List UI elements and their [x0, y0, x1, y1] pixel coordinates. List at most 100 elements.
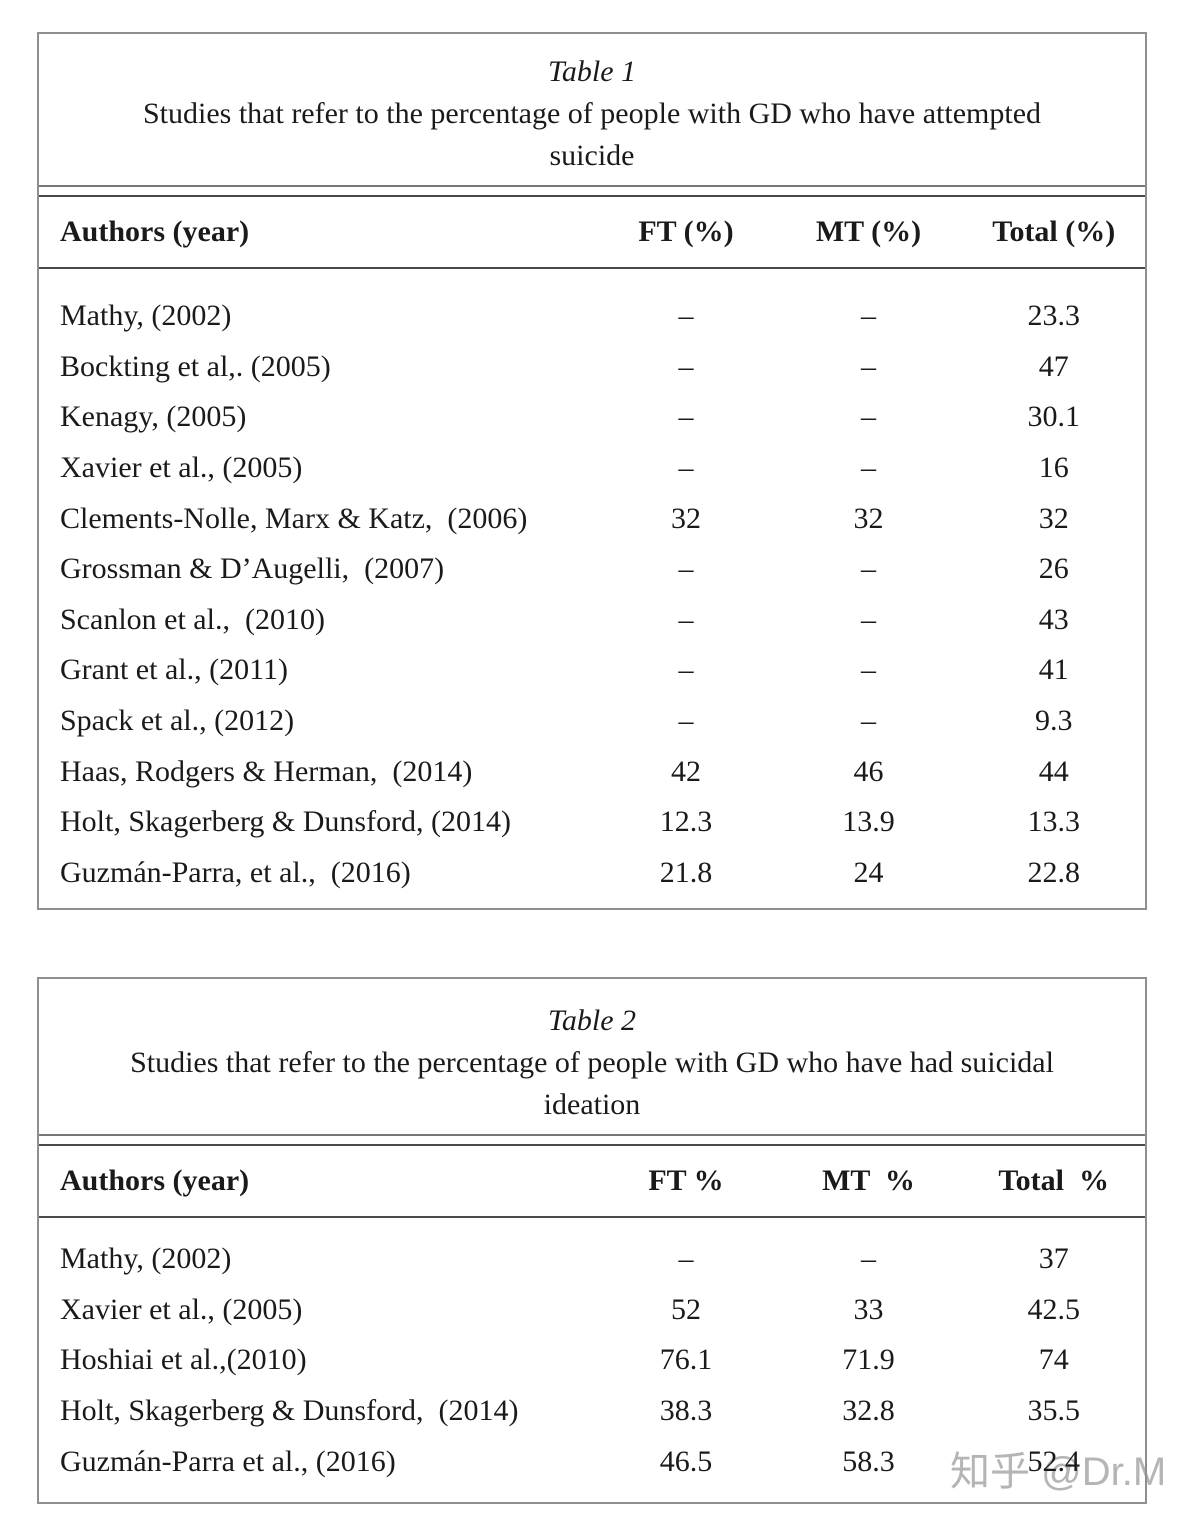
cell-total: 42.5 [1027, 1292, 1080, 1326]
table-row: Guzmán-Parra et al., (2016) 46.5 58.3 52.4 [39, 1436, 1145, 1487]
cell-authors: Mathy, (2002) [60, 299, 232, 333]
table-2-body: Mathy, (2002) – – 37 Xavier et al., (2005) 52… [39, 1218, 1145, 1487]
cell-total: 30.1 [1027, 400, 1080, 434]
table-row: Kenagy, (2005) – – 30.1 [39, 392, 1145, 443]
cell-mt: – [860, 704, 876, 738]
table-row: Holt, Skagerberg & Dunsford, (2014) 38.3 3… [39, 1386, 1145, 1437]
cell-ft: – [678, 400, 694, 434]
cell-authors: Xavier et al., (2005) [60, 1292, 303, 1326]
table-2-header-row: Authors (year) FT % MT % Total % [39, 1144, 1145, 1218]
cell-ft: – [678, 552, 694, 586]
table-1-label: Table 1 [547, 55, 637, 88]
cell-authors: Guzmán-Parra, et al., (2016) [60, 855, 411, 889]
table-row: Xavier et al., (2005) – – 16 [39, 443, 1145, 494]
cell-mt: 24 [853, 855, 884, 889]
cell-mt: – [860, 602, 876, 636]
cell-authors: Bockting et al,. (2005) [60, 349, 331, 383]
cell-mt: – [860, 299, 876, 333]
cell-total: 26 [1038, 552, 1069, 586]
cell-mt: – [860, 349, 876, 383]
cell-total: 41 [1038, 653, 1069, 687]
cell-ft: – [678, 1242, 694, 1276]
table-row: Haas, Rodgers & Herman, (2014) 42 46 44 [39, 746, 1145, 797]
cell-total: 43 [1038, 602, 1069, 636]
cell-total: 47 [1038, 349, 1069, 383]
table-2-caption: Table 2 Studies that refer to the percen… [39, 979, 1145, 1136]
cell-total: 44 [1038, 754, 1069, 788]
table-row: Guzmán-Parra, et al., (2016) 21.8 24 22.8 [39, 848, 1145, 899]
table-row: Grossman & D’Augelli, (2007) – – 26 [39, 544, 1145, 595]
cell-ft: 21.8 [659, 855, 713, 889]
cell-mt: 32.8 [842, 1394, 895, 1428]
table-1-body: Mathy, (2002) – – 23.3 Bockting et al,. (200… [39, 269, 1145, 898]
divider-gap [39, 1136, 1145, 1144]
cell-authors: Xavier et al., (2005) [60, 451, 303, 485]
cell-mt: 33 [853, 1292, 884, 1326]
cell-total: 23.3 [1027, 299, 1080, 333]
table-1-caption: Table 1 Studies that refer to the percen… [39, 34, 1145, 187]
cell-ft: 52 [670, 1292, 701, 1326]
cell-mt: 58.3 [842, 1444, 895, 1478]
column-header-ft: FT % [648, 1164, 724, 1197]
cell-ft: – [678, 704, 694, 738]
cell-authors: Kenagy, (2005) [60, 400, 247, 434]
cell-ft: 46.5 [659, 1444, 713, 1478]
cell-ft: 42 [670, 754, 701, 788]
table-row: Hoshiai et al.,(2010) 76.1 71.9 74 [39, 1335, 1145, 1386]
table-2: Table 2 Studies that refer to the percen… [37, 977, 1147, 1504]
cell-total: 22.8 [1027, 855, 1080, 889]
cell-total: 52.4 [1027, 1444, 1080, 1478]
cell-total: 74 [1038, 1343, 1069, 1377]
cell-authors: Clements-Nolle, Marx & Katz, (2006) [60, 501, 528, 535]
column-header-authors: Authors (year) [60, 1164, 250, 1197]
table-row: Spack et al., (2012) – – 9.3 [39, 696, 1145, 747]
table-row: Bockting et al,. (2005) – – 47 [39, 342, 1145, 393]
table-2-label: Table 2 [547, 1004, 637, 1037]
table-1-header-row: Authors (year) FT (%) MT (%) Total (%) [39, 195, 1145, 269]
cell-ft: – [678, 602, 694, 636]
cell-total: 13.3 [1027, 805, 1080, 839]
cell-ft: 12.3 [659, 805, 713, 839]
table-1-description-line1: Studies that refer to the percentage of … [142, 97, 1042, 130]
cell-mt: 13.9 [842, 805, 895, 839]
table-2-description-line2: ideation [543, 1088, 641, 1121]
cell-ft: – [678, 451, 694, 485]
table-row: Scanlon et al., (2010) – – 43 [39, 595, 1145, 646]
cell-authors: Mathy, (2002) [60, 1242, 232, 1276]
cell-mt: – [860, 653, 876, 687]
cell-ft: – [678, 653, 694, 687]
cell-ft: – [678, 349, 694, 383]
cell-total: 16 [1038, 451, 1069, 485]
cell-mt: 71.9 [842, 1343, 895, 1377]
column-header-mt: MT (%) [815, 215, 922, 248]
cell-ft: 38.3 [659, 1394, 713, 1428]
column-header-mt: MT % [822, 1164, 915, 1197]
watermark: 知乎 @Dr.M [950, 1450, 1167, 1494]
cell-mt: 46 [853, 754, 884, 788]
column-header-authors: Authors (year) [60, 215, 250, 248]
cell-ft: 32 [670, 501, 701, 535]
table-1: Table 1 Studies that refer to the percen… [37, 32, 1147, 910]
cell-authors: Holt, Skagerberg & Dunsford, (2014) [60, 805, 512, 839]
cell-authors: Haas, Rodgers & Herman, (2014) [60, 754, 473, 788]
column-header-total: Total (%) [992, 215, 1116, 248]
cell-mt: – [860, 1242, 876, 1276]
cell-mt: 32 [853, 501, 884, 535]
table-row: Grant et al., (2011) – – 41 [39, 645, 1145, 696]
cell-authors: Holt, Skagerberg & Dunsford, (2014) [60, 1394, 519, 1428]
divider-gap [39, 187, 1145, 195]
table-2-description-line1: Studies that refer to the percentage of … [130, 1046, 1054, 1079]
cell-total: 9.3 [1034, 704, 1073, 738]
table-row: Clements-Nolle, Marx & Katz, (2006) 32 32 3… [39, 493, 1145, 544]
column-header-ft: FT (%) [638, 215, 734, 248]
cell-ft: – [678, 299, 694, 333]
table-row: Holt, Skagerberg & Dunsford, (2014) 12.3 1… [39, 797, 1145, 848]
table-1-description-line2: suicide [549, 139, 635, 172]
cell-mt: – [860, 552, 876, 586]
table-row: Mathy, (2002) – – 37 [39, 1234, 1145, 1285]
cell-mt: – [860, 400, 876, 434]
cell-total: 32 [1038, 501, 1069, 535]
cell-authors: Scanlon et al., (2010) [60, 602, 325, 636]
cell-authors: Hoshiai et al.,(2010) [60, 1343, 307, 1377]
